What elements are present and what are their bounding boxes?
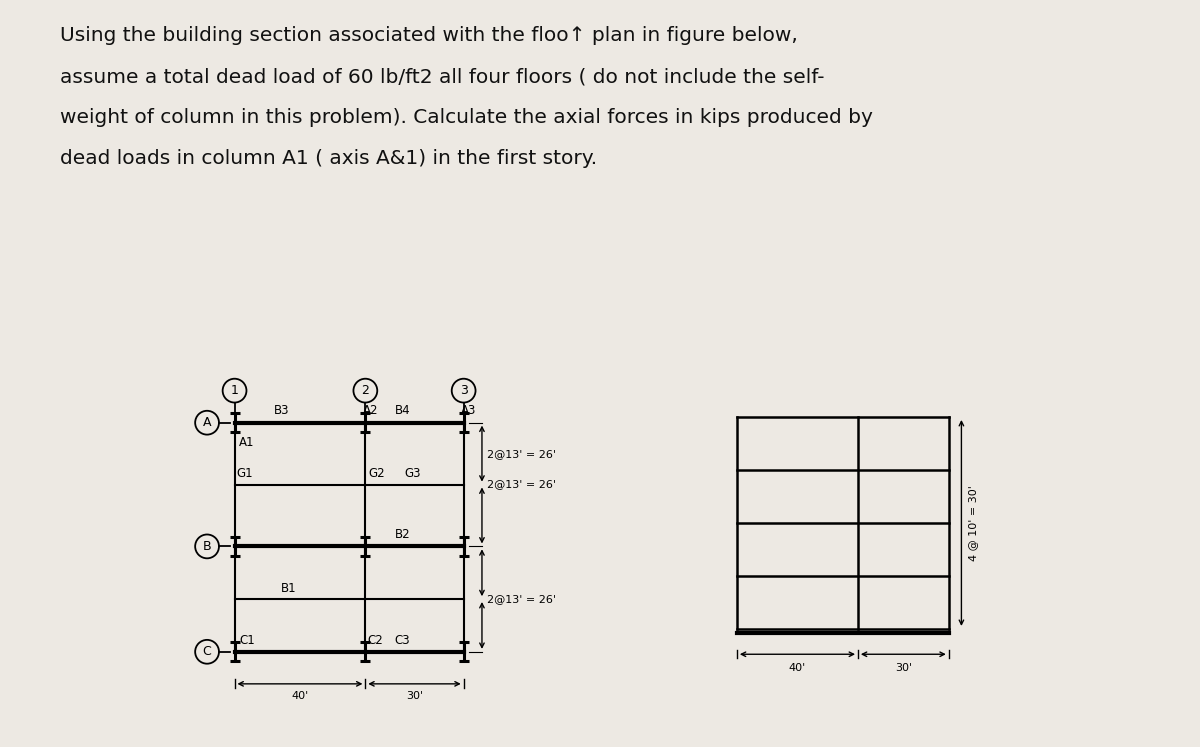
Text: 4 @ 10' = 30': 4 @ 10' = 30' — [967, 485, 978, 561]
Text: C: C — [203, 645, 211, 658]
Text: 2@13' = 26': 2@13' = 26' — [486, 449, 556, 459]
Text: B3: B3 — [274, 404, 289, 417]
Text: G2: G2 — [368, 467, 385, 480]
Text: 30': 30' — [406, 691, 424, 701]
Text: 2: 2 — [361, 384, 370, 397]
Text: weight of column in this problem). Calculate the axial forces in kips produced b: weight of column in this problem). Calcu… — [60, 108, 872, 127]
Text: 2@13' = 26': 2@13' = 26' — [486, 594, 556, 604]
Text: assume a total dead load of 60 lb/ft2 all four floors ( do not include the self-: assume a total dead load of 60 lb/ft2 al… — [60, 67, 824, 86]
Text: 1: 1 — [230, 384, 239, 397]
Text: G1: G1 — [236, 467, 253, 480]
Text: B: B — [203, 540, 211, 553]
Text: Using the building section associated with the floo↑ plan in figure below,: Using the building section associated wi… — [60, 26, 798, 45]
Text: A: A — [203, 416, 211, 430]
Text: C2: C2 — [367, 634, 383, 647]
Text: C1: C1 — [239, 634, 254, 647]
Text: 30': 30' — [895, 663, 912, 673]
Text: B2: B2 — [395, 527, 410, 541]
Text: C3: C3 — [395, 634, 410, 647]
Text: dead loads in column A1 ( axis A&1) in the first story.: dead loads in column A1 ( axis A&1) in t… — [60, 149, 598, 168]
Text: A2: A2 — [364, 404, 378, 417]
Text: 2@13' = 26': 2@13' = 26' — [486, 480, 556, 489]
Text: 3: 3 — [460, 384, 468, 397]
Text: B4: B4 — [395, 404, 410, 417]
Text: 40': 40' — [292, 691, 308, 701]
Text: B1: B1 — [281, 581, 296, 595]
Text: 40': 40' — [788, 663, 806, 673]
Text: A1: A1 — [239, 436, 254, 450]
Text: G3: G3 — [404, 467, 421, 480]
Text: A3: A3 — [461, 404, 476, 417]
